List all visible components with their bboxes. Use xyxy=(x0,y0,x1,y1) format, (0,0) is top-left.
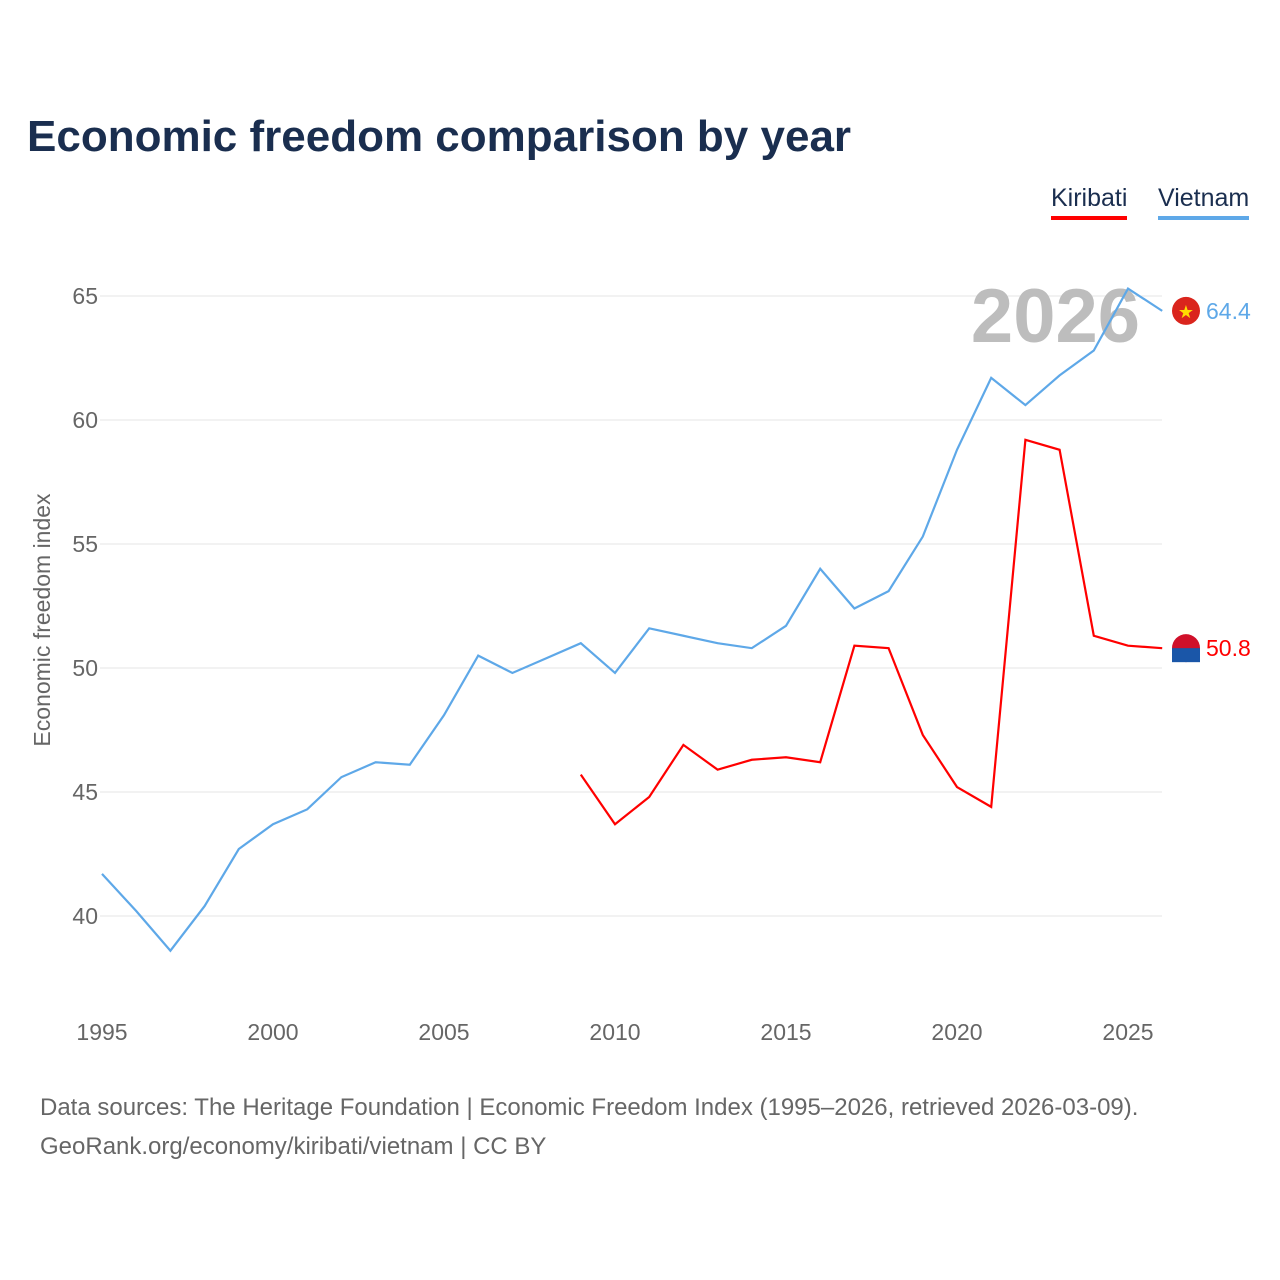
x-tick-label: 2015 xyxy=(760,1019,811,1045)
year-watermark: 2026 xyxy=(971,274,1140,359)
flag-waves-icon xyxy=(1172,648,1200,663)
y-tick-label: 60 xyxy=(72,407,98,433)
y-axis-label: Economic freedom index xyxy=(29,493,55,747)
y-tick-label: 65 xyxy=(72,283,98,309)
flag-icon-vietnam xyxy=(1172,296,1200,325)
legend-kiribati[interactable]: Kiribati xyxy=(1051,184,1128,220)
end-label-kiribati: 50.8 xyxy=(1206,635,1251,661)
series-line-kiribati xyxy=(579,438,1163,826)
flag-star-icon: ★ xyxy=(1178,302,1194,322)
data-source: Data sources: The Heritage Foundation | … xyxy=(40,1094,1139,1121)
x-tick-label: 2020 xyxy=(931,1019,982,1045)
y-tick-label: 55 xyxy=(72,531,98,557)
x-tick-label: 2010 xyxy=(589,1019,640,1045)
end-label-vietnam: 64.4 xyxy=(1206,298,1251,324)
x-tick-label: 2005 xyxy=(418,1019,469,1045)
footer: Data sources: The Heritage Foundation | … xyxy=(40,1088,1138,1166)
series-line-vietnam xyxy=(101,286,1163,953)
legend-vietnam[interactable]: Vietnam xyxy=(1158,184,1250,220)
y-tick-label: 45 xyxy=(72,779,98,805)
y-tick-label: 50 xyxy=(72,655,98,681)
x-tick-label: 2025 xyxy=(1102,1019,1153,1045)
y-tick-label: 40 xyxy=(72,903,98,929)
x-tick-label: 1995 xyxy=(76,1019,127,1045)
x-tick-label: 2000 xyxy=(247,1019,298,1045)
source-url: GeoRank.org/economy/kiribati/vietnam | C… xyxy=(40,1133,547,1160)
chart-title: Economic freedom comparison by year xyxy=(27,112,852,161)
